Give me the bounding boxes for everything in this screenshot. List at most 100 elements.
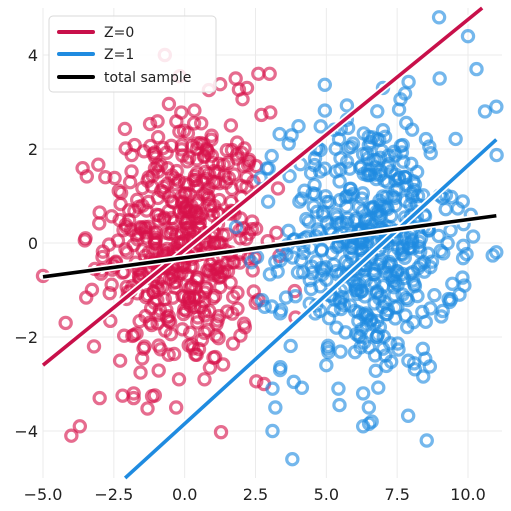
z0-point xyxy=(95,249,110,265)
z0-point xyxy=(182,150,197,165)
z1-point xyxy=(355,419,371,434)
z1-point xyxy=(268,400,283,415)
z1-point xyxy=(363,277,379,292)
z1-point xyxy=(228,219,244,235)
x-tick-label: 10.0 xyxy=(450,485,486,504)
z0-point xyxy=(215,357,231,372)
z0-point xyxy=(136,144,152,159)
z1-point xyxy=(401,353,416,368)
z1-point xyxy=(385,189,400,204)
z1-point xyxy=(351,328,366,344)
z1-point xyxy=(395,137,410,153)
z1-point xyxy=(265,423,280,439)
z1-point xyxy=(383,354,399,369)
z0-point xyxy=(140,401,155,416)
z1-point xyxy=(489,99,504,114)
z1-point xyxy=(353,160,368,176)
z1-point xyxy=(390,277,405,293)
z0-point xyxy=(207,198,222,214)
z0-point xyxy=(147,232,162,248)
z0-point xyxy=(164,138,179,154)
z1-point xyxy=(358,310,374,325)
z1-point xyxy=(272,126,287,142)
z1-point xyxy=(403,197,418,212)
z1-point xyxy=(419,433,434,448)
z0-point xyxy=(119,279,134,295)
z1-point xyxy=(303,165,319,181)
z0-point xyxy=(171,372,187,387)
z1-point xyxy=(316,208,331,223)
z1-point xyxy=(433,243,448,259)
z0-point xyxy=(190,193,205,208)
z1-point xyxy=(410,288,425,304)
z0-point xyxy=(92,390,107,406)
z1-point xyxy=(397,170,413,185)
z1-point xyxy=(443,292,459,307)
z1-point xyxy=(285,452,300,467)
z1-point xyxy=(355,386,371,401)
z1-point xyxy=(348,282,363,298)
z1-point xyxy=(272,362,288,378)
z1-point xyxy=(354,191,370,206)
z1-point xyxy=(423,146,438,161)
z0-point xyxy=(160,161,175,176)
z1-point xyxy=(390,336,405,351)
z0-point xyxy=(211,330,226,346)
z0-point xyxy=(270,181,286,196)
z1-point xyxy=(391,342,406,357)
z1-point xyxy=(329,320,344,335)
z1-point xyxy=(400,235,416,251)
z0-point xyxy=(230,301,245,316)
z0-point xyxy=(178,215,194,230)
tick-labels-layer: −5.0 −2.5 0.0 2.5 5.0 7.5 10.0 −4 −2 0 2 4 xyxy=(14,46,485,504)
z0-point xyxy=(190,136,205,151)
z0-point xyxy=(115,388,130,403)
z0-point xyxy=(199,281,214,296)
z0-point xyxy=(176,123,192,139)
z0-point xyxy=(204,128,219,143)
z0-point xyxy=(187,168,203,184)
z0-point xyxy=(78,231,93,246)
z1-point xyxy=(417,264,432,279)
z0-point xyxy=(151,338,166,353)
z1-point xyxy=(296,245,311,261)
z1-point xyxy=(265,381,280,396)
z1-point xyxy=(339,98,355,113)
z0-point xyxy=(168,400,184,415)
z1-point xyxy=(379,189,394,205)
z1-point xyxy=(344,250,360,265)
z1-point xyxy=(438,201,453,217)
z0-point xyxy=(154,280,170,295)
y-tick-label: 2 xyxy=(28,140,38,159)
z1-point xyxy=(422,139,437,154)
z0-point xyxy=(116,328,132,343)
z0-point xyxy=(223,275,238,290)
z0-point xyxy=(79,169,95,184)
z0-point xyxy=(198,185,213,201)
z0-point xyxy=(144,389,160,404)
z0-point xyxy=(149,207,164,223)
z0-point xyxy=(126,386,141,401)
z1-point xyxy=(320,341,335,356)
z0-point xyxy=(194,116,209,131)
z1-point xyxy=(278,290,294,305)
z1-point xyxy=(304,259,320,274)
legend-box xyxy=(48,15,217,93)
z0-point xyxy=(240,157,256,173)
z1-point xyxy=(377,173,392,188)
z1-point xyxy=(422,359,438,374)
z1-point xyxy=(346,273,361,289)
z0-point xyxy=(113,185,129,201)
z1-point xyxy=(260,194,276,209)
z1-point xyxy=(340,120,356,136)
z0-point xyxy=(95,244,111,259)
z0-point xyxy=(117,121,133,137)
z1-point xyxy=(257,299,272,315)
z1-point xyxy=(254,292,270,308)
z0-point xyxy=(126,390,141,406)
z1-point xyxy=(282,168,297,184)
z1-point xyxy=(415,341,431,356)
z0-point xyxy=(236,316,252,331)
z0-point xyxy=(249,374,264,389)
